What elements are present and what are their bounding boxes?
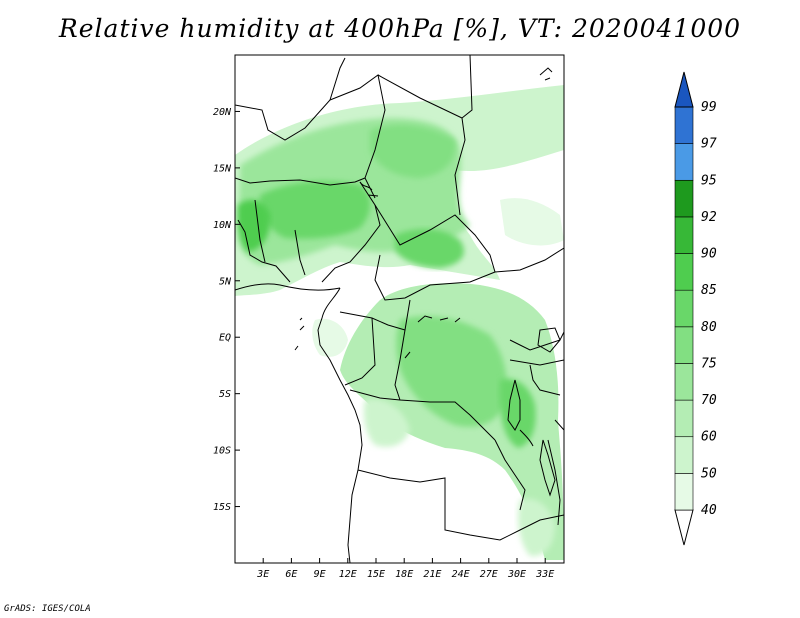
- colorbar-segment: [674, 436, 694, 474]
- humidity-region-southeast: [518, 498, 555, 557]
- lon-tick-label: 9E: [314, 569, 326, 580]
- colorbar-segment: [674, 143, 694, 181]
- lon-tick-label: 21E: [423, 569, 441, 580]
- colorbar-segment: [674, 289, 694, 328]
- lon-tick-label: 27E: [480, 569, 498, 580]
- lon-tick-label: 30E: [507, 569, 526, 580]
- colorbar-label: 75: [701, 356, 717, 371]
- map-title: Relative humidity at 400hPa [%], VT: 202…: [58, 14, 742, 43]
- lon-tick-label: 3E: [256, 569, 269, 580]
- colorbar-label: 80: [701, 320, 717, 335]
- colorbar-segment: [674, 216, 694, 254]
- humidity-field: [235, 85, 564, 560]
- lon-tick-label: 24E: [452, 569, 470, 580]
- map-borders: [235, 55, 564, 563]
- credit-label: GrADS: IGES/COLA: [4, 604, 91, 614]
- lat-tick-label: EQ: [219, 333, 231, 344]
- colorbar-segment: [674, 363, 694, 401]
- colorbar-label: 40: [701, 503, 717, 518]
- map-frame: [234, 54, 565, 564]
- lat-tick-label: 10N: [213, 220, 232, 231]
- colorbar-segment: [674, 179, 694, 218]
- lon-tick-label: 18E: [395, 569, 413, 580]
- lon-tick-label: 15E: [367, 569, 385, 580]
- humidity-region-angola: [363, 399, 410, 447]
- lon-tick-label: 33E: [535, 569, 554, 580]
- lon-tick-label: 6E: [285, 569, 297, 580]
- lat-tick-label: 20N: [213, 107, 232, 118]
- colorbar-segment: [674, 473, 694, 511]
- colorbar-lower-triangle: [674, 509, 694, 546]
- colorbar-label: 70: [701, 393, 717, 408]
- humidity-region-congo-core: [396, 315, 507, 427]
- latitude-axis: 20N 15N 10N 5N EQ 5S 10S 15S: [213, 107, 240, 513]
- colorbar-label: 97: [701, 137, 717, 152]
- humidity-region-lakes: [499, 378, 536, 448]
- lon-tick-label: 12E: [339, 569, 357, 580]
- colorbar-segment: [674, 326, 694, 364]
- colorbar-upper-triangle: [674, 71, 694, 108]
- lat-tick-label: 5N: [219, 276, 232, 287]
- humidity-region-nigeria: [259, 181, 371, 239]
- humidity-region-gabon: [312, 318, 348, 357]
- humidity-region-east: [500, 198, 564, 246]
- colorbar-label: 95: [701, 173, 717, 188]
- colorbar-segment: [674, 399, 694, 438]
- colorbar-label: 50: [701, 466, 717, 481]
- colorbar-label: 60: [701, 430, 717, 445]
- lat-tick-label: 10S: [213, 446, 231, 457]
- colorbar-label: 99: [701, 100, 717, 115]
- colorbar: 40 50 60 70 75 80 85 90 92 95 97 99: [674, 71, 717, 546]
- humidity-region-chad: [370, 124, 456, 178]
- colorbar-segment: [674, 253, 694, 291]
- longitude-axis: 3E 6E 9E 12E 15E 18E 21E 24E 27E 30E 33E: [256, 558, 554, 580]
- colorbar-label: 90: [701, 247, 717, 262]
- lat-tick-label: 15N: [213, 163, 232, 174]
- lat-tick-label: 15S: [213, 502, 231, 513]
- colorbar-label: 85: [701, 283, 717, 298]
- colorbar-segment: [674, 106, 694, 144]
- lat-tick-label: 5S: [219, 389, 231, 400]
- colorbar-label: 92: [701, 210, 717, 225]
- humidity-region-guinea: [237, 199, 271, 252]
